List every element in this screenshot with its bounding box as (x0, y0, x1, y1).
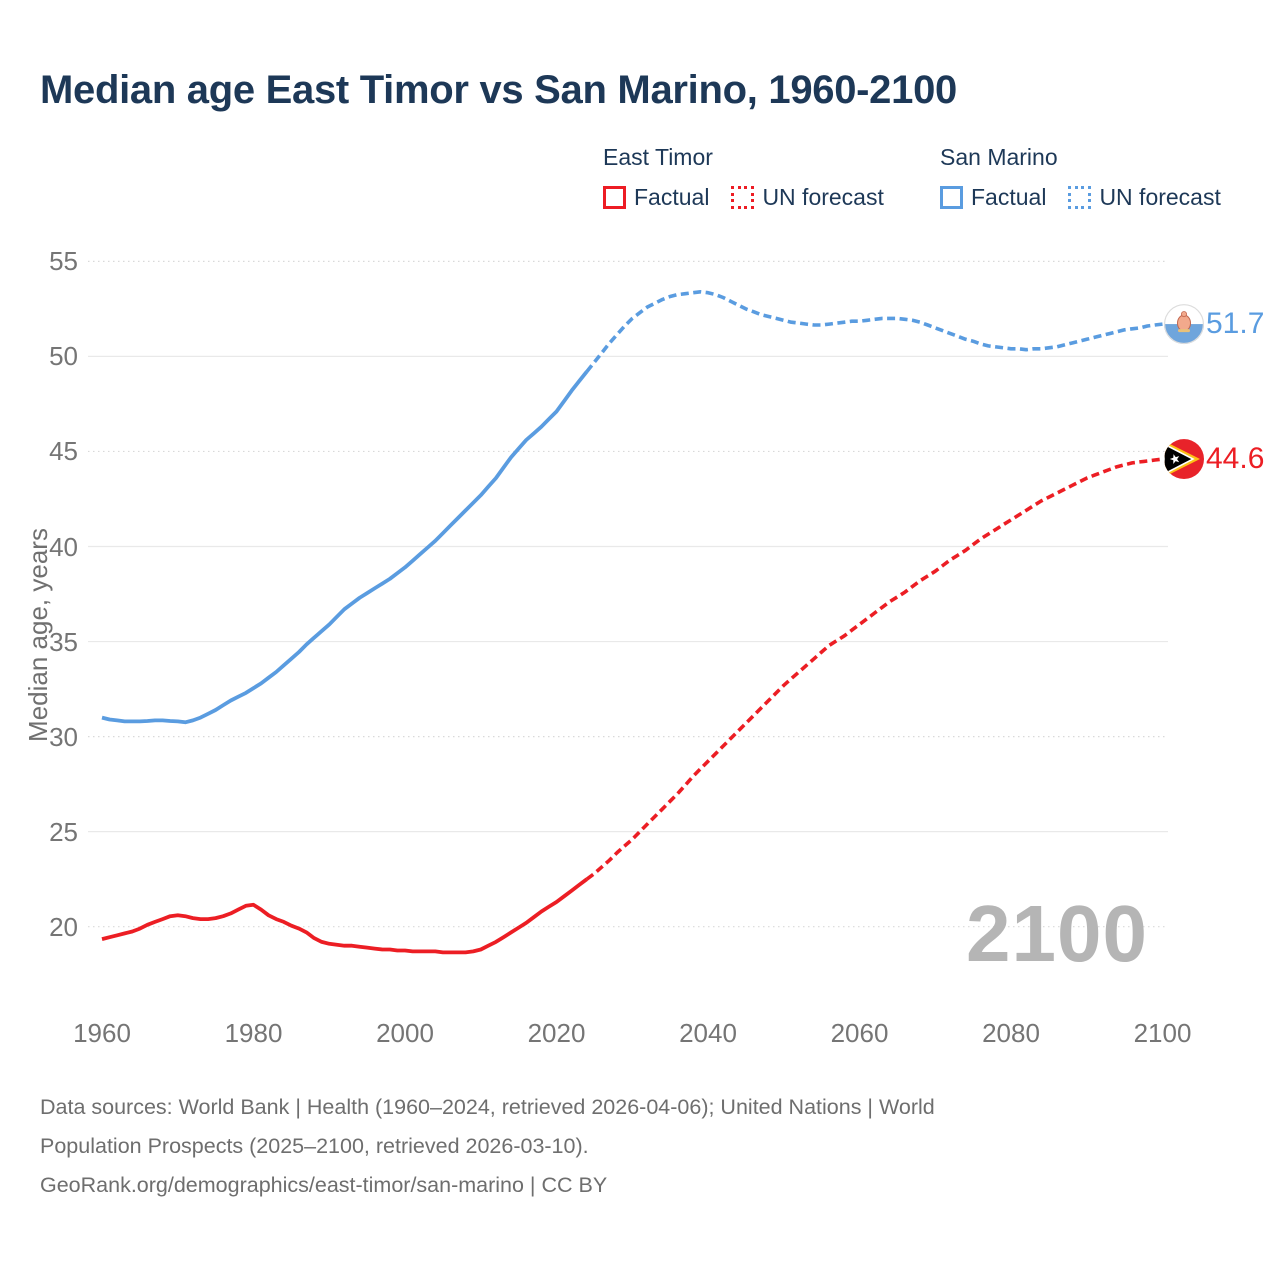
legend-swatch-san-marino-forecast[interactable] (1068, 185, 1092, 209)
legend-label-east-timor-factual[interactable]: Factual (634, 184, 710, 210)
x-tick-label: 2000 (376, 1018, 434, 1048)
x-tick-label: 2100 (1133, 1018, 1192, 1048)
legend-label-san-marino-factual[interactable]: Factual (971, 184, 1047, 210)
end-value-east-timor: 44.6 (1206, 442, 1265, 475)
legend-label-east-timor-forecast[interactable]: UN forecast (762, 184, 884, 210)
legend-group-title: San Marino (940, 144, 1058, 170)
legend-group-san-marino: San Marino Factual UN forecast (940, 144, 1221, 210)
y-tick-label: 20 (49, 911, 78, 942)
san-marino-flag-icon (1164, 304, 1204, 345)
east-timor-factual-line (101, 877, 588, 955)
x-tick-label: 2020 (527, 1018, 586, 1048)
footer-line-datasources-2: Population Prospects (2025–2100, retriev… (40, 1134, 589, 1158)
east-timor-forecast-line (585, 457, 1163, 881)
x-tick-label: 1960 (73, 1018, 131, 1048)
legend-group-east-timor: East Timor Factual UN forecast (603, 144, 884, 210)
san-marino-flag-ring (1163, 304, 1204, 345)
x-tick-label: 2040 (679, 1018, 737, 1048)
x-tick-label: 1980 (224, 1018, 283, 1048)
y-tick-label: 25 (49, 816, 78, 847)
footer-line-datasources: Data sources: World Bank | Health (1960–… (40, 1095, 935, 1119)
legend-swatch-east-timor-forecast[interactable] (731, 185, 755, 209)
y-tick-label: 55 (49, 246, 78, 277)
san-marino-forecast-line (585, 290, 1163, 373)
legend-row: Factual UN forecast (940, 184, 1221, 210)
y-tick-label: 35 (49, 626, 78, 657)
footer: Data sources: World Bank | Health (1960–… (40, 1088, 935, 1205)
y-tick-label: 45 (49, 436, 78, 467)
x-tick-label: 2080 (982, 1018, 1040, 1048)
legend-swatch-east-timor-factual[interactable] (603, 185, 626, 209)
end-value-san-marino: 51.7 (1206, 307, 1265, 340)
footer-line-attribution: GeoRank.org/demographics/east-timor/san-… (40, 1173, 608, 1197)
y-tick-label: 30 (49, 721, 78, 752)
legend-group-title: East Timor (603, 144, 713, 170)
x-tick-label: 2060 (830, 1018, 889, 1048)
y-tick-label: 50 (49, 341, 78, 372)
san-marino-factual-line (101, 370, 589, 725)
east-timor-flag-icon (1164, 439, 1204, 480)
y-tick-label: 40 (49, 531, 78, 562)
legend-row: Factual UN forecast (603, 184, 884, 210)
east-timor-star (1169, 454, 1180, 464)
legend-label-san-marino-forecast[interactable]: UN forecast (1099, 184, 1221, 210)
legend-swatch-san-marino-factual[interactable] (940, 185, 963, 209)
chart-title: Median age East Timor vs San Marino, 196… (40, 68, 957, 112)
watermark-year: 2100 (966, 889, 1148, 978)
